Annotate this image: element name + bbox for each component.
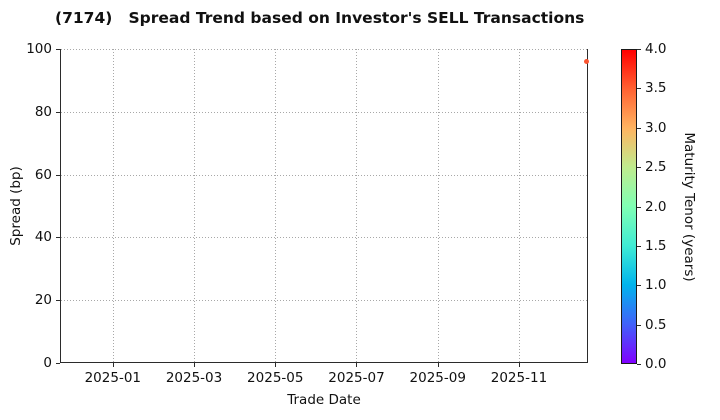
x-gridline (518, 49, 520, 362)
colorbar-tick-label: 0.0 (645, 356, 667, 372)
y-gridline (61, 174, 587, 176)
y-axis-label: Spread (bp) (8, 166, 24, 246)
y-tick-label: 0 (43, 355, 52, 371)
colorbar-tick-label: 4.0 (645, 41, 667, 57)
colorbar-tick-mark (637, 127, 641, 129)
y-gridline (61, 237, 587, 239)
x-gridline (275, 49, 277, 362)
x-tick-mark (112, 363, 114, 367)
y-gridline (61, 111, 587, 113)
y-gridline (61, 49, 587, 50)
colorbar-tick-label: 0.5 (645, 316, 667, 333)
x-gridline (194, 49, 196, 362)
colorbar-tick-mark (637, 49, 641, 50)
colorbar-tick-label: 2.5 (645, 159, 667, 176)
colorbar-tick-label: 2.0 (645, 198, 667, 215)
y-tick-label: 100 (26, 41, 52, 57)
y-tick-label: 20 (34, 292, 52, 309)
colorbar-tick-mark (637, 285, 641, 287)
colorbar-label: Maturity Tenor (years) (681, 132, 697, 282)
x-tick-mark (518, 363, 520, 367)
x-tick-mark (194, 363, 196, 367)
colorbar (621, 49, 637, 364)
x-tick-label: 2025-09 (409, 370, 466, 386)
colorbar-tick-label: 1.0 (645, 277, 667, 294)
colorbar-tick-label: 3.5 (645, 80, 667, 97)
y-tick-label: 60 (34, 166, 52, 183)
x-gridline (112, 49, 114, 362)
x-gridline (356, 49, 358, 362)
colorbar-tick-mark (637, 167, 641, 169)
y-tick-label: 40 (34, 229, 52, 246)
y-tick-mark (56, 111, 60, 113)
x-gridline (437, 49, 439, 362)
y-tick-mark (56, 237, 60, 239)
colorbar-tick-mark (637, 324, 641, 326)
y-tick-mark (56, 174, 60, 176)
colorbar-tick-label: 3.0 (645, 119, 667, 136)
x-tick-label: 2025-05 (247, 370, 304, 386)
x-tick-label: 2025-07 (328, 370, 385, 386)
y-gridline (61, 300, 587, 302)
colorbar-tick-mark (637, 88, 641, 90)
plot-area (60, 49, 588, 363)
x-tick-mark (356, 363, 358, 367)
y-tick-mark (56, 363, 60, 364)
colorbar-tick-mark (637, 245, 641, 247)
y-tick-label: 80 (34, 103, 52, 120)
colorbar-tick-label: 1.5 (645, 237, 667, 254)
x-tick-label: 2025-11 (490, 370, 548, 386)
data-point (583, 59, 589, 65)
colorbar-tick-mark (637, 206, 641, 208)
y-tick-mark (56, 300, 60, 302)
colorbar-tick-mark (637, 364, 641, 365)
x-tick-mark (275, 363, 277, 367)
x-tick-label: 2025-03 (165, 370, 223, 386)
y-tick-mark (56, 49, 60, 50)
x-tick-mark (437, 363, 439, 367)
chart-title: (7174) Spread Trend based on Investor's … (55, 9, 585, 27)
x-axis-label: Trade Date (287, 392, 361, 408)
x-tick-label: 2025-01 (84, 370, 141, 386)
